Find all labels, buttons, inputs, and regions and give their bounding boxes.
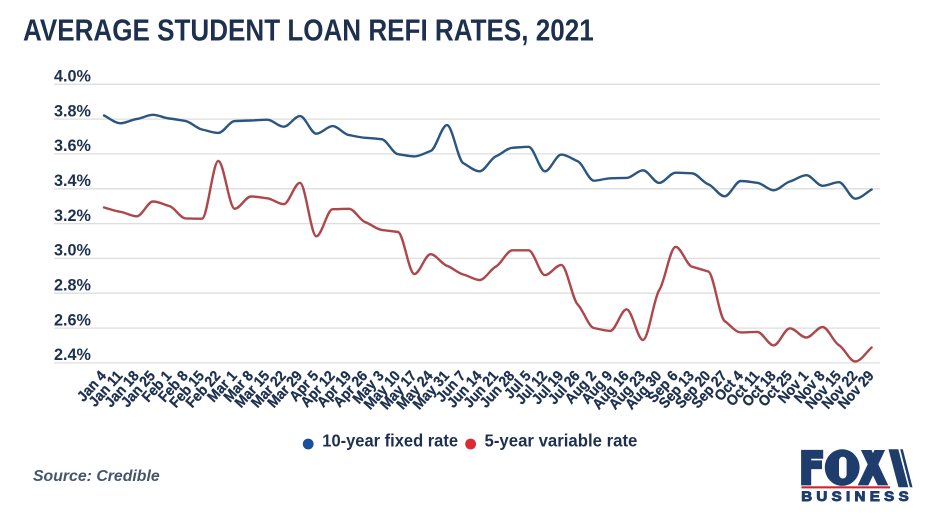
svg-text:4.0%: 4.0% — [54, 68, 91, 86]
svg-text:2.4%: 2.4% — [54, 346, 91, 364]
svg-text:AVERAGE STUDENT LOAN REFI RATE: AVERAGE STUDENT LOAN REFI RATES, 2021 — [23, 14, 594, 48]
svg-text:BUSINESS: BUSINESS — [801, 490, 913, 505]
svg-text:3.2%: 3.2% — [54, 207, 91, 225]
svg-text:Source: Credible: Source: Credible — [33, 468, 160, 485]
svg-text:10-year fixed rate: 10-year fixed rate — [322, 431, 458, 451]
svg-text:3.0%: 3.0% — [54, 242, 91, 260]
svg-text:2.8%: 2.8% — [54, 277, 91, 295]
svg-text:3.8%: 3.8% — [54, 102, 91, 120]
svg-text:2.6%: 2.6% — [54, 311, 91, 329]
svg-text:5-year variable rate: 5-year variable rate — [485, 430, 638, 450]
svg-text:3.4%: 3.4% — [54, 172, 91, 190]
svg-text:3.6%: 3.6% — [54, 137, 91, 155]
